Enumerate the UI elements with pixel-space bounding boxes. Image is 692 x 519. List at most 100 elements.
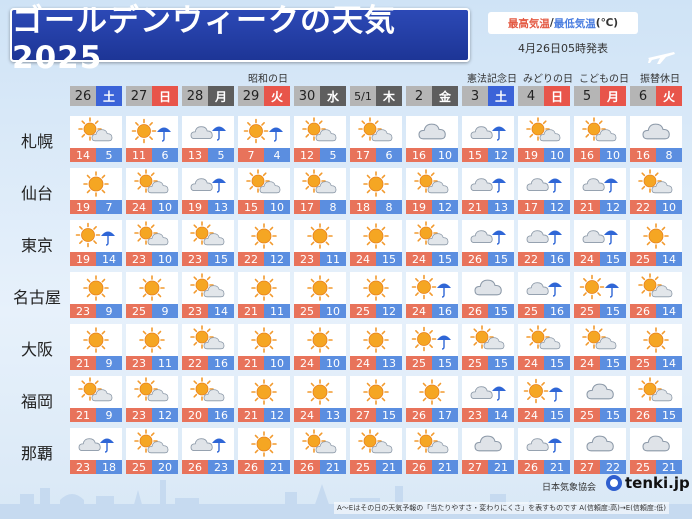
- temperature-pair: 27 22: [574, 460, 626, 474]
- city-label: 福岡: [20, 392, 53, 411]
- forecast-cell: 26 17: [406, 376, 458, 422]
- temperature-pair: 26 17: [406, 408, 458, 422]
- high-temp: 22: [238, 252, 264, 266]
- brand-logo[interactable]: tenki.jp: [606, 474, 690, 492]
- temperature-pair: 19 7: [70, 200, 122, 214]
- high-temp: 23: [462, 408, 488, 422]
- low-temp: 8: [320, 200, 346, 214]
- sun-rain-icon: [238, 116, 290, 148]
- temperature-pair: 26 21: [518, 460, 570, 474]
- sun-icon: [238, 324, 290, 356]
- high-temp: 27: [462, 460, 488, 474]
- high-temp: 24: [574, 356, 600, 370]
- forecast-cell: 23 12: [126, 376, 178, 422]
- day-header: 27 日: [126, 86, 178, 106]
- sun-cloud-icon: [350, 428, 402, 460]
- weekday-label: 金: [432, 86, 458, 106]
- low-temp: 15: [432, 252, 458, 266]
- sun-cloud-icon: [182, 220, 234, 252]
- temperature-pair: 24 15: [574, 252, 626, 266]
- high-temp: 25: [126, 460, 152, 474]
- cloud-rain-icon: [462, 116, 514, 148]
- forecast-cell: 25 15: [462, 324, 514, 370]
- sun-cloud-icon: [406, 428, 458, 460]
- high-temp: 25: [406, 356, 432, 370]
- sun-icon: [238, 376, 290, 408]
- low-temp: 10: [320, 356, 346, 370]
- low-temp: 11: [320, 252, 346, 266]
- forecast-cell: 26 21: [406, 428, 458, 474]
- low-temp: 10: [600, 148, 626, 162]
- low-temp: 15: [600, 304, 626, 318]
- temperature-pair: 21 9: [70, 408, 122, 422]
- date-label: 3: [462, 86, 488, 106]
- temperature-pair: 24 13: [350, 356, 402, 370]
- low-temp: 20: [152, 460, 178, 474]
- city-label: 名古屋: [12, 288, 61, 307]
- weekday-label: 月: [208, 86, 234, 106]
- forecast-cell: 26 15: [462, 220, 514, 266]
- high-temp: 26: [238, 460, 264, 474]
- low-temp: 15: [488, 252, 514, 266]
- sun-cloud-icon: [126, 376, 178, 408]
- low-temp: 14: [96, 252, 122, 266]
- temperature-pair: 24 15: [518, 408, 570, 422]
- weekday-label: 日: [544, 86, 570, 106]
- high-temp: 26: [406, 460, 432, 474]
- sun-cloud-icon: [294, 116, 346, 148]
- day-header: 29 火: [238, 86, 290, 106]
- forecast-cell: 25 14: [630, 324, 682, 370]
- low-temp: 12: [488, 148, 514, 162]
- temperature-pair: 22 16: [182, 356, 234, 370]
- temperature-pair: 12 5: [294, 148, 346, 162]
- cloud-icon: [630, 428, 682, 460]
- sun-cloud-icon: [70, 376, 122, 408]
- temperature-pair: 26 21: [238, 460, 290, 474]
- cloud-rain-icon: [518, 168, 570, 200]
- airplane-icon: [648, 52, 675, 64]
- high-temp: 24: [350, 356, 376, 370]
- high-temp: 25: [518, 304, 544, 318]
- high-temp: 26: [462, 252, 488, 266]
- forecast-cell: 19 7: [70, 168, 122, 214]
- temperature-pair: 23 14: [462, 408, 514, 422]
- low-temp: 16: [544, 304, 570, 318]
- temperature-pair: 22 16: [518, 252, 570, 266]
- sun-cloud-icon: [294, 428, 346, 460]
- forecast-cell: 26 23: [182, 428, 234, 474]
- temperature-pair: 25 14: [630, 356, 682, 370]
- forecast-cell: 22 10: [630, 168, 682, 214]
- day-column: 26 土 14 5 19 7 19 14 23 9 21 9 21 9 23 18: [70, 86, 122, 474]
- forecast-cell: 25 21: [350, 428, 402, 474]
- holiday-label: みどりの日: [523, 74, 573, 85]
- sun-icon: [350, 324, 402, 356]
- temperature-pair: 17 8: [294, 200, 346, 214]
- high-temp: 21: [238, 356, 264, 370]
- temperature-pair: 21 12: [574, 200, 626, 214]
- sun-cloud-icon: [126, 220, 178, 252]
- high-temp: 16: [574, 148, 600, 162]
- forecast-cell: 25 16: [518, 272, 570, 318]
- low-temp: 15: [208, 252, 234, 266]
- cloud-rain-icon: [518, 428, 570, 460]
- low-temp: 13: [320, 408, 346, 422]
- cloud-icon: [574, 376, 626, 408]
- low-temp: 15: [376, 408, 402, 422]
- sun-icon: [350, 220, 402, 252]
- temperature-pair: 25 15: [406, 356, 458, 370]
- temperature-pair: 25 20: [126, 460, 178, 474]
- forecast-cell: 27 22: [574, 428, 626, 474]
- temperature-pair: 25 10: [294, 304, 346, 318]
- sun-icon: [350, 168, 402, 200]
- legend-low: 最低気温: [553, 17, 596, 30]
- low-temp: 15: [600, 356, 626, 370]
- temperature-pair: 23 11: [126, 356, 178, 370]
- cloud-rain-icon: [518, 220, 570, 252]
- day-header: 30 水: [294, 86, 346, 106]
- forecast-cell: 11 6: [126, 116, 178, 162]
- forecast-cell: 16 10: [406, 116, 458, 162]
- forecast-cell: 19 10: [518, 116, 570, 162]
- forecast-cell: 16 8: [630, 116, 682, 162]
- temperature-pair: 25 21: [350, 460, 402, 474]
